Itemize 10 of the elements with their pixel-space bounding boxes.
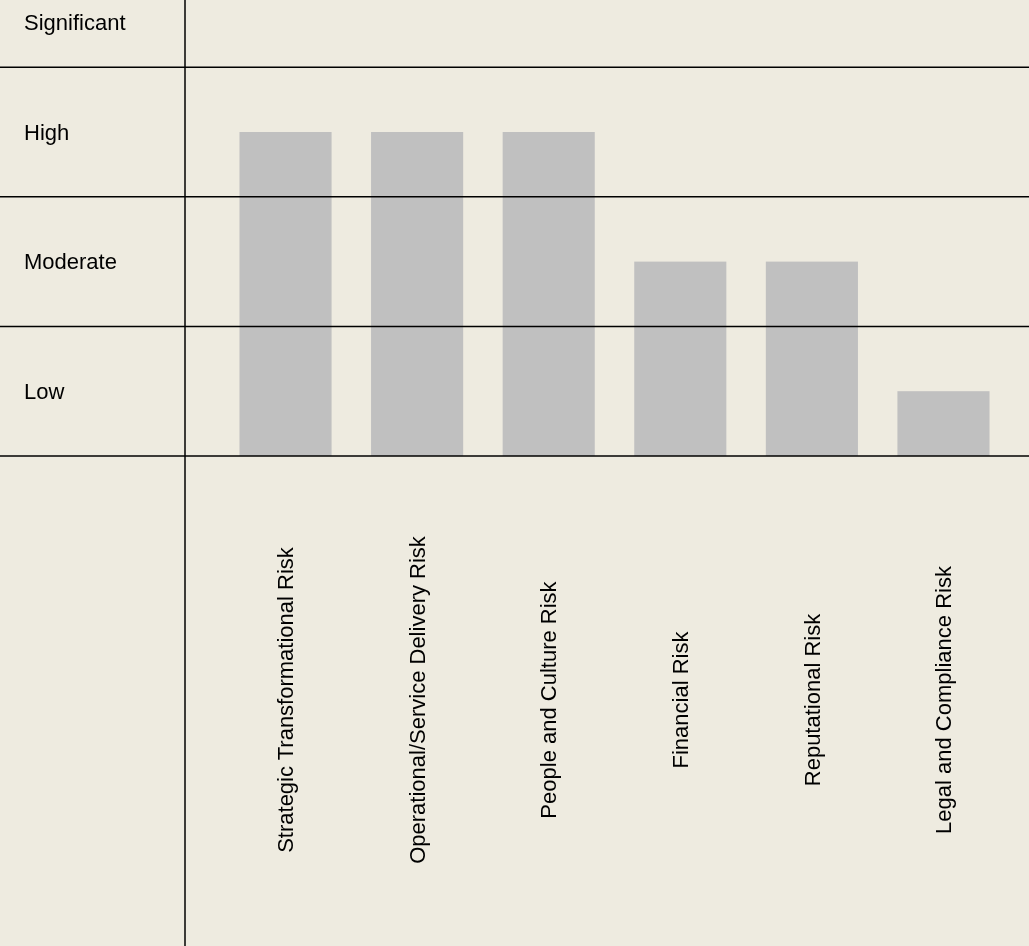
- x-tick-label: Reputational Risk: [799, 612, 825, 787]
- text: High: [24, 119, 70, 145]
- x-tick-label: Operational/Service Delivery Risk: [404, 535, 430, 864]
- x-tick-label: Financial Risk: [667, 630, 693, 769]
- text: Low: [24, 378, 65, 404]
- x-tick-label: Legal and Compliance Risk: [931, 565, 957, 834]
- x-tick-label: Strategic Transformational Risk: [273, 546, 299, 853]
- text: Moderate: [24, 249, 117, 275]
- text: Significant: [24, 9, 126, 35]
- x-tick-label: People and Culture Risk: [536, 580, 562, 819]
